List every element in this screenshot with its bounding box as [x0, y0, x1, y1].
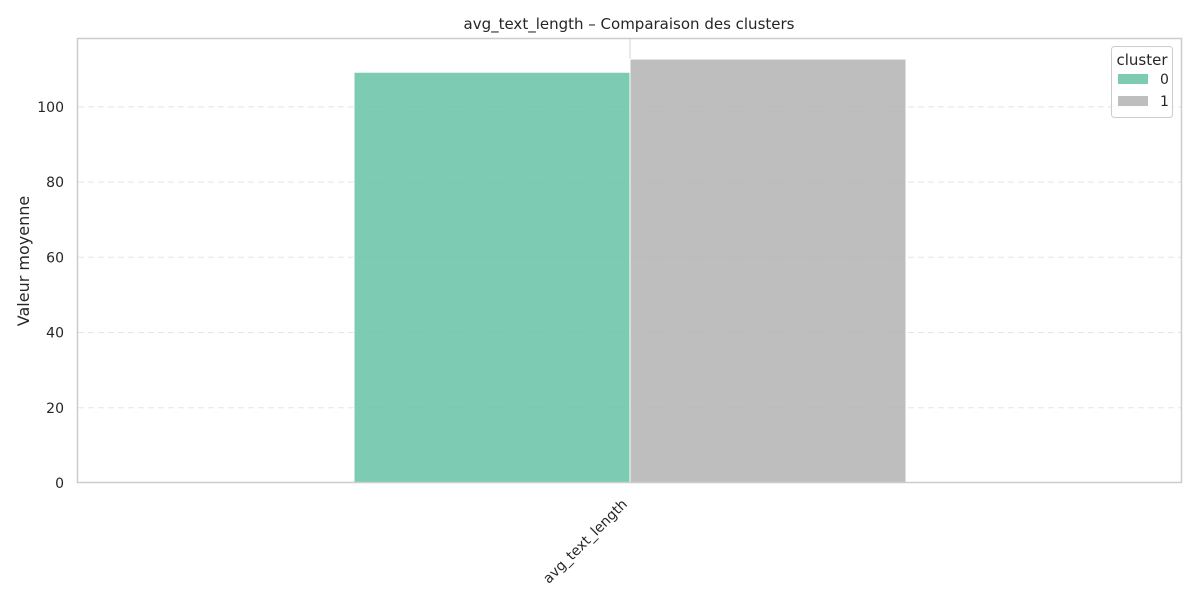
bars [353, 58, 907, 484]
y-tick-label: 100 [37, 100, 64, 116]
legend-swatch [1118, 74, 1148, 84]
plot-frame [76, 37, 1183, 484]
x-tick-label: avg_text_length [540, 497, 631, 588]
x-tick-labels: avg_text_length [540, 497, 631, 588]
bar-cluster-1 [629, 58, 907, 484]
bar-cluster-0 [353, 71, 631, 484]
y-tick-label: 80 [46, 175, 64, 191]
y-tick-label: 0 [55, 476, 64, 492]
chart-title: avg_text_length – Comparaison des cluste… [464, 15, 795, 34]
legend-swatch [1118, 96, 1148, 106]
legend: cluster 01 [1111, 46, 1173, 118]
legend-items: 01 [1118, 72, 1169, 110]
legend-label: 0 [1160, 72, 1169, 88]
legend-title: cluster [1116, 51, 1168, 69]
legend-label: 1 [1160, 94, 1169, 110]
y-axis-title: Valeur moyenne [14, 196, 33, 326]
y-tick-label: 20 [46, 401, 64, 417]
y-tick-label: 60 [46, 250, 64, 266]
y-tick-labels: 0 20 40 60 80 100 [37, 100, 64, 492]
y-tick-label: 40 [46, 326, 64, 342]
